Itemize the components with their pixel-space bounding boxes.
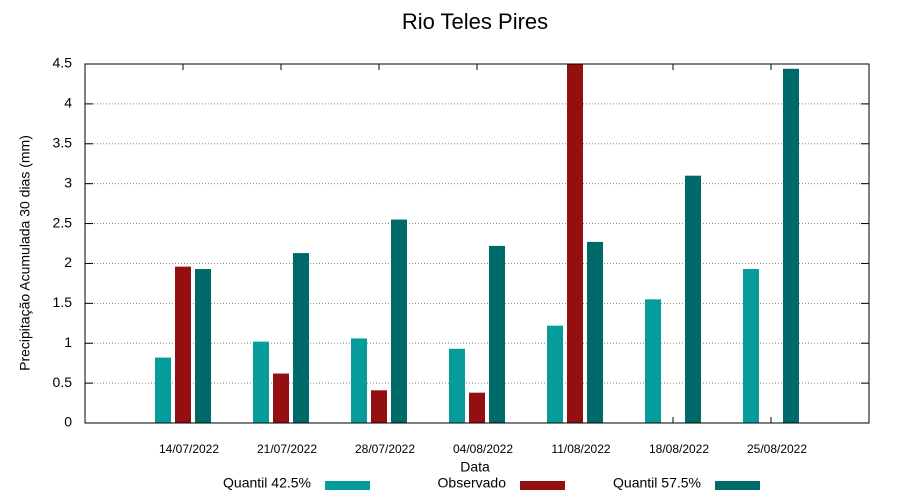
- bar: [293, 253, 309, 423]
- y-tick-label: 3: [64, 174, 72, 190]
- bar: [587, 241, 603, 423]
- legend-label: Quantil 42.5%: [223, 475, 311, 491]
- bar: [547, 325, 563, 423]
- y-tick-label: 4.5: [53, 55, 73, 71]
- bar: [469, 392, 485, 423]
- bar: [685, 175, 701, 423]
- bar: [371, 390, 387, 423]
- bar: [273, 373, 289, 423]
- bar: [175, 266, 191, 423]
- y-tick-label: 0: [64, 414, 72, 430]
- y-tick-label: 2: [64, 254, 72, 270]
- bar: [351, 338, 367, 423]
- bar: [783, 68, 799, 423]
- y-tick-label: 2.5: [53, 214, 73, 230]
- y-tick-label: 1.5: [53, 294, 73, 310]
- x-tick-label: 21/07/2022: [257, 442, 317, 456]
- plot-border: [84, 63, 870, 424]
- bar: [253, 341, 269, 423]
- y-tick-label: 4: [64, 95, 72, 111]
- bar: [391, 219, 407, 423]
- y-tick-label: 0.5: [53, 374, 73, 390]
- y-tick-label: 1: [64, 334, 72, 350]
- chart-title: Rio Teles Pires: [402, 9, 548, 34]
- bar: [449, 348, 465, 423]
- legend-swatch: [325, 481, 370, 490]
- y-axis-label: Precipitação Acumulada 30 dias (mm): [17, 135, 33, 371]
- legend-swatch: [715, 481, 760, 490]
- bar: [195, 269, 211, 423]
- x-tick-label: 28/07/2022: [355, 442, 415, 456]
- bar: [489, 245, 505, 423]
- bar: [567, 64, 583, 423]
- bar: [155, 357, 171, 423]
- legend-label: Quantil 57.5%: [613, 475, 701, 491]
- legend-label: Observado: [438, 475, 507, 491]
- bar: [743, 269, 759, 423]
- x-axis-label: Data: [460, 459, 490, 475]
- x-tick-label: 04/08/2022: [453, 442, 513, 456]
- x-tick-label: 18/08/2022: [649, 442, 709, 456]
- x-tick-label: 25/08/2022: [747, 442, 807, 456]
- x-tick-label: 11/08/2022: [551, 442, 610, 456]
- x-tick-label: 14/07/2022: [159, 442, 219, 456]
- legend-swatch: [520, 481, 565, 490]
- bar: [645, 299, 661, 423]
- y-tick-label: 3.5: [53, 134, 73, 150]
